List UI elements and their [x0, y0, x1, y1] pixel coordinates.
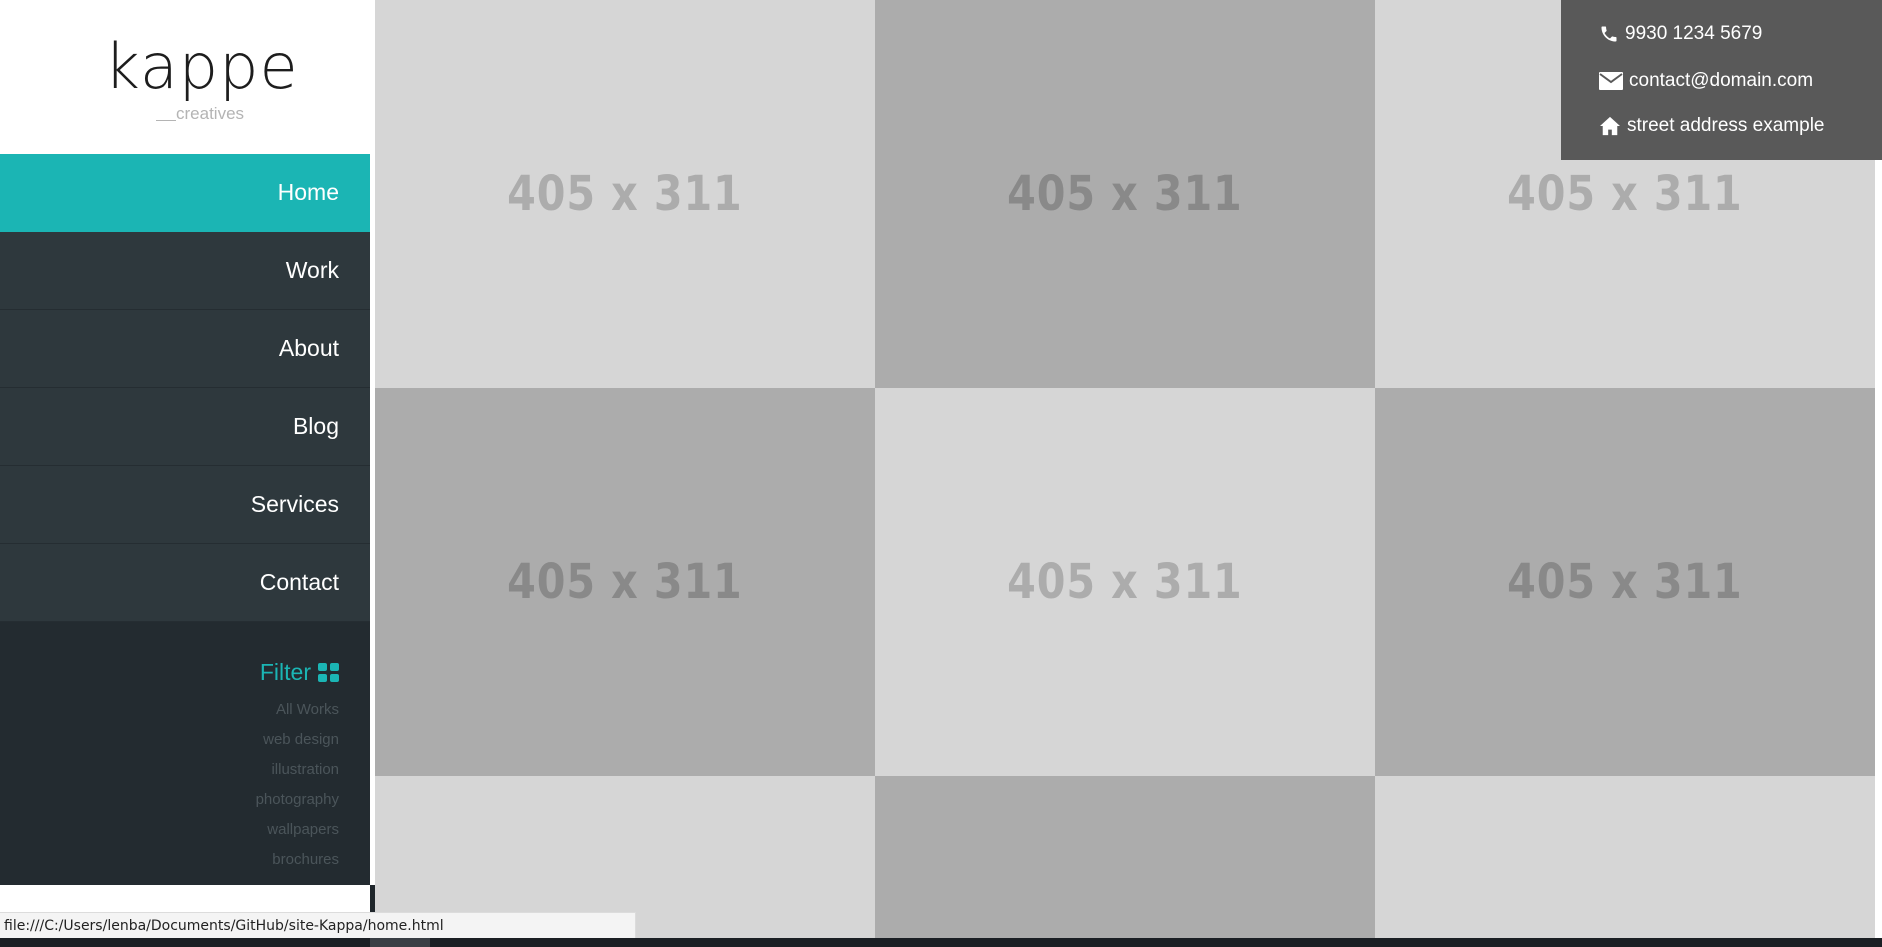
taskbar-button[interactable] — [370, 938, 430, 947]
placeholder-label: 405 x 311 — [507, 554, 743, 610]
filter-section: Filter All Works web design illustration… — [0, 655, 370, 875]
nav-label: Blog — [292, 413, 339, 439]
contact-address[interactable]: street address example — [1599, 111, 1825, 141]
logo-underline — [156, 120, 176, 121]
address-text: street address example — [1627, 115, 1825, 136]
filter-item-photography[interactable]: photography — [255, 791, 339, 808]
portfolio-tile[interactable]: 405 x 311 — [375, 388, 875, 776]
filter-item-wallpapers[interactable]: wallpapers — [267, 821, 339, 838]
nav-label: About — [278, 335, 339, 361]
filter-list: All Works web design illustration photog… — [0, 695, 370, 875]
portfolio-tile[interactable]: 405 x 311 — [875, 0, 1375, 388]
logo[interactable]: kappe creatives — [0, 0, 370, 154]
phone-icon — [1601, 26, 1617, 42]
nav-label: Home — [277, 179, 339, 205]
placeholder-label: 405 x 311 — [1007, 554, 1243, 610]
portfolio-tile[interactable] — [875, 776, 1375, 940]
nav-item-work[interactable]: Work — [0, 232, 370, 310]
filter-item-web-design[interactable]: web design — [263, 731, 339, 748]
status-bar-url: file:///C:/Users/lenba/Documents/GitHub/… — [0, 912, 636, 940]
contact-phone[interactable]: 9930 1234 5679 — [1599, 19, 1762, 49]
portfolio-tile[interactable]: 405 x 311 — [875, 388, 1375, 776]
nav-item-services[interactable]: Services — [0, 466, 370, 544]
contact-email[interactable]: contact@domain.com — [1599, 66, 1813, 96]
nav-item-contact[interactable]: Contact — [0, 544, 370, 622]
filter-item-all-works[interactable]: All Works — [275, 701, 339, 718]
nav-label: Services — [250, 491, 339, 517]
portfolio-tile[interactable] — [1375, 776, 1875, 940]
sidebar: kappe creatives Home Work About Blog Ser… — [0, 0, 370, 885]
filter-item-illustration[interactable]: illustration — [271, 761, 339, 778]
logo-text: kappe — [104, 30, 299, 103]
taskbar — [0, 938, 1882, 947]
filter-item-brochures[interactable]: brochures — [272, 851, 339, 868]
nav-label: Contact — [259, 569, 339, 595]
placeholder-label: 405 x 311 — [507, 166, 743, 222]
grid-icon — [318, 662, 339, 682]
sidebar-divider — [370, 0, 375, 885]
email-text: contact@domain.com — [1629, 70, 1814, 91]
home-icon — [1600, 116, 1620, 136]
contact-panel: 9930 1234 5679 contact@domain.com street… — [1561, 0, 1882, 160]
portfolio-tile[interactable]: 405 x 311 — [375, 0, 875, 388]
filter-toggle[interactable]: Filter — [0, 655, 370, 689]
nav-item-blog[interactable]: Blog — [0, 388, 370, 466]
phone-text: 9930 1234 5679 — [1625, 23, 1763, 44]
placeholder-label: 405 x 311 — [1507, 166, 1743, 222]
logo-tagline: creatives — [176, 104, 245, 123]
placeholder-label: 405 x 311 — [1507, 554, 1743, 610]
placeholder-label: 405 x 311 — [1007, 166, 1243, 222]
envelope-icon — [1599, 72, 1623, 90]
filter-title: Filter — [259, 658, 311, 685]
main-nav: Home Work About Blog Services Contact — [0, 154, 370, 622]
nav-item-about[interactable]: About — [0, 310, 370, 388]
nav-label: Work — [285, 257, 339, 283]
portfolio-tile[interactable]: 405 x 311 — [1375, 388, 1875, 776]
nav-item-home[interactable]: Home — [0, 154, 370, 232]
